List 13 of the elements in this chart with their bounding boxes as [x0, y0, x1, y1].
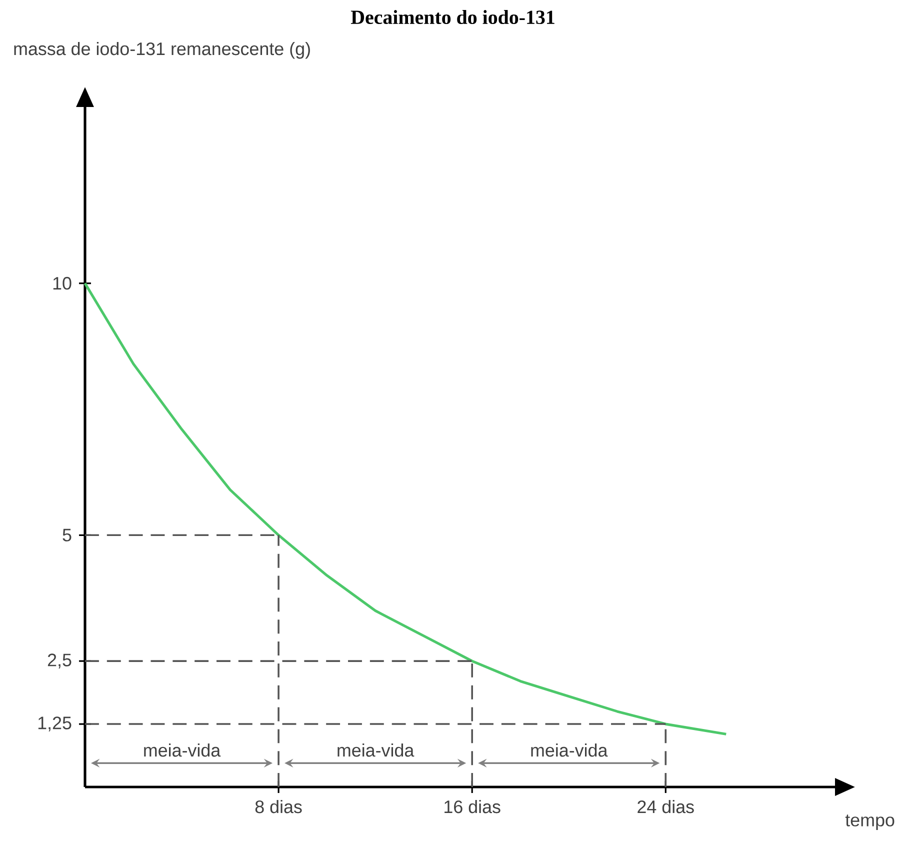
chart-title: Decaimento do iodo-131 — [350, 10, 554, 24]
annotation: meia-vida — [531, 744, 608, 757]
annotation: meia-vida — [338, 744, 414, 757]
y-tick-label: 2,5 — [48, 654, 72, 668]
x-tick-label: 8 dias — [255, 800, 302, 814]
y-tick-label: 1,25 — [38, 716, 72, 732]
y-tick-label: 10 — [53, 276, 72, 290]
x-tick-label: 24 dias — [638, 800, 694, 814]
x-tick-label: 16 dias — [444, 800, 500, 814]
x-axis-title: tempo — [845, 814, 894, 830]
y-axis-title: massa de iodo-131 remanescente (g) — [14, 42, 310, 59]
y-tick-label: 5 — [62, 528, 72, 542]
annotation: meia-vida — [144, 744, 221, 757]
